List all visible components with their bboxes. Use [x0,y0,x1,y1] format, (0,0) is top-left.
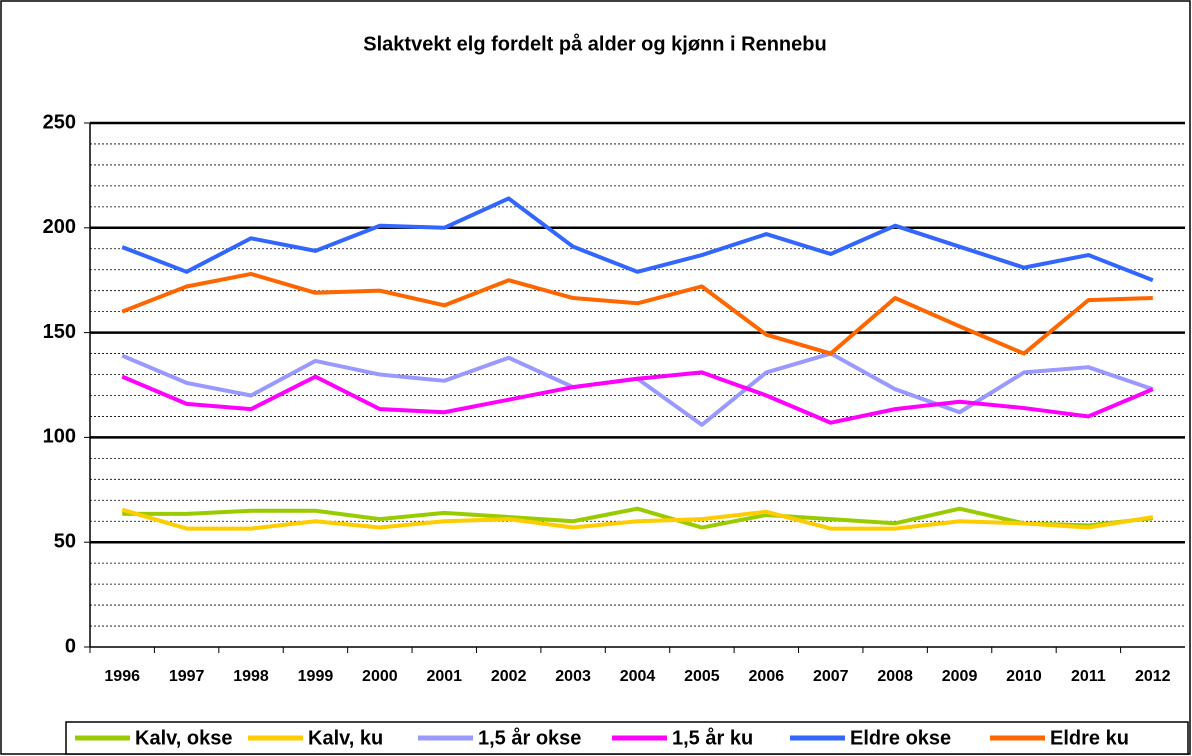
series-line [121,196,1154,283]
x-tick-label: 2000 [362,668,398,685]
x-tick-label: 2001 [426,668,462,685]
x-tick-label: 2009 [942,668,978,685]
chart-title: Slaktvekt elg fordelt på alder og kjønn … [363,32,826,55]
legend-label: 1,5 år ku [672,726,753,749]
x-tick-label: 2008 [877,668,913,685]
y-tick-label: 250 [43,111,76,133]
series-line [122,506,1154,530]
y-tick-label: 150 [43,321,76,343]
x-tick-label: 1997 [169,668,205,685]
legend-label: 1,5 år okse [478,726,581,749]
x-tick-label: 2007 [813,668,849,685]
series-line [121,370,1154,425]
legend-label: Kalv, ku [308,727,383,749]
y-tick-label: 200 [43,216,76,238]
x-tick-label: 2005 [684,668,720,685]
x-tick-label: 2011 [1071,668,1106,685]
y-tick-label: 50 [54,530,76,552]
x-tick-label: 2004 [620,668,656,685]
y-tick-label: 0 [65,635,76,657]
series-line [121,271,1153,356]
x-tick-label: 1996 [104,668,140,685]
x-tick-label: 2003 [555,668,591,685]
y-tick-label: 100 [43,426,76,448]
x-tick-label: 2006 [749,668,785,685]
legend-label: Eldre okse [850,727,951,749]
legend-label: Eldre ku [1050,727,1129,749]
x-tick-label: 1999 [298,668,334,685]
x-tick-label: 2010 [1006,668,1042,685]
series-line [121,507,1154,531]
legend-label: Kalv, okse [135,727,232,749]
x-tick-label: 1998 [233,668,269,685]
x-tick-label: 2012 [1135,668,1171,685]
x-tick-label: 2002 [491,668,527,685]
